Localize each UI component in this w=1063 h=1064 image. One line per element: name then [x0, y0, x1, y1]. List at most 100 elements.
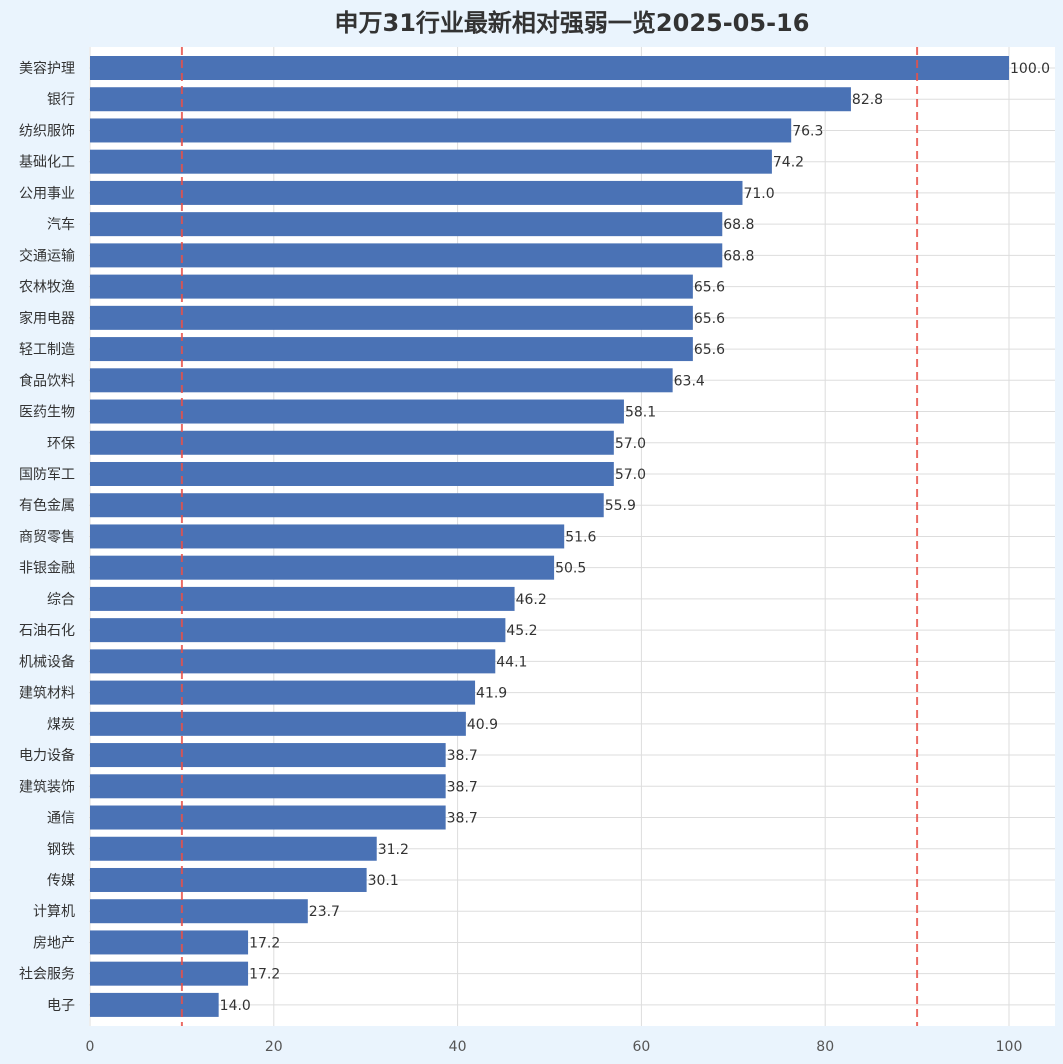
bar — [90, 680, 476, 705]
value-label: 30.1 — [368, 873, 399, 889]
category-label: 轻工制造 — [19, 342, 75, 358]
bar — [90, 586, 515, 611]
value-label: 76.3 — [792, 123, 823, 139]
value-label: 57.0 — [615, 467, 646, 483]
bar — [90, 149, 772, 174]
category-label: 有色金属 — [19, 497, 75, 514]
category-label: 计算机 — [33, 904, 75, 920]
category-label: 电力设备 — [19, 747, 75, 764]
value-label: 38.7 — [447, 748, 478, 764]
category-label: 煤炭 — [47, 717, 75, 733]
x-tick-label: 40 — [449, 1039, 467, 1055]
value-label: 58.1 — [625, 405, 656, 421]
value-label: 65.6 — [694, 280, 725, 296]
category-label: 电子 — [47, 998, 75, 1014]
bar — [90, 867, 367, 892]
value-label: 74.2 — [773, 155, 804, 171]
x-tick-label: 20 — [265, 1039, 283, 1055]
reference-lines — [180, 47, 919, 1026]
x-tick-label: 100 — [996, 1039, 1023, 1055]
category-label: 纺织服饰 — [19, 123, 75, 139]
bar — [90, 493, 604, 518]
bar — [90, 461, 614, 486]
bar — [90, 399, 624, 424]
category-label: 银行 — [47, 92, 75, 108]
category-label: 通信 — [47, 811, 75, 827]
bar — [90, 524, 565, 549]
value-label: 68.8 — [723, 217, 754, 233]
bar — [90, 368, 673, 393]
category-label: 建筑装饰 — [19, 779, 75, 795]
bar — [90, 118, 792, 143]
category-label: 美容护理 — [19, 60, 75, 77]
category-label: 农林牧渔 — [19, 280, 75, 296]
bar — [90, 430, 614, 455]
value-label: 100.0 — [1010, 61, 1050, 77]
category-label: 非银金融 — [19, 561, 75, 577]
value-label: 40.9 — [467, 717, 498, 733]
category-label: 公用事业 — [19, 186, 75, 202]
bar — [90, 774, 446, 799]
bar — [90, 743, 446, 768]
bar — [90, 899, 308, 924]
value-labels: 100.0 82.8 76.3 74.2 71.0 68.8 68.8 65.6 65.6 65.… — [220, 61, 1050, 1014]
bar — [90, 337, 693, 362]
category-label: 家用电器 — [19, 310, 75, 327]
value-label: 23.7 — [309, 904, 340, 920]
category-label: 钢铁 — [47, 842, 75, 858]
bar — [90, 555, 555, 580]
value-label: 57.0 — [615, 436, 646, 452]
bar — [90, 930, 249, 955]
value-label: 38.7 — [447, 779, 478, 795]
category-label: 汽车 — [47, 216, 75, 233]
category-label: 国防军工 — [19, 467, 75, 483]
category-label: 食品饮料 — [19, 372, 75, 389]
value-label: 55.9 — [605, 498, 636, 514]
category-label: 环保 — [47, 436, 75, 452]
value-label: 41.9 — [476, 686, 507, 702]
value-label: 17.2 — [249, 935, 280, 951]
chart-title: 申万31行业最新相对强弱一览2025-05-16 — [335, 9, 810, 37]
value-label: 65.6 — [694, 342, 725, 358]
bar — [90, 180, 743, 205]
value-label: 14.0 — [220, 998, 251, 1014]
category-label: 石油石化 — [19, 623, 75, 639]
value-label: 17.2 — [249, 967, 280, 983]
x-tick-label: 0 — [86, 1039, 95, 1055]
category-label: 机械设备 — [19, 653, 75, 670]
value-label: 68.8 — [723, 248, 754, 264]
x-axis-ticks: 0 20 40 60 80 100 — [86, 1039, 1023, 1055]
value-label: 38.7 — [447, 811, 478, 827]
bar — [90, 649, 496, 674]
value-label: 45.2 — [506, 623, 537, 639]
bar — [90, 305, 693, 330]
category-label: 医药生物 — [19, 405, 75, 421]
value-label: 71.0 — [743, 186, 774, 202]
category-label: 综合 — [47, 592, 75, 608]
bar — [90, 992, 219, 1017]
category-label: 基础化工 — [19, 154, 75, 171]
bar — [90, 56, 1009, 80]
category-label: 建筑材料 — [19, 686, 75, 702]
value-label: 63.4 — [674, 373, 705, 389]
category-labels: 美容护理银行纺织服饰基础化工公用事业汽车交通运输农林牧渔家用电器轻工制造食品饮料… — [19, 60, 75, 1014]
category-label: 房地产 — [33, 935, 75, 951]
value-label: 31.2 — [378, 842, 409, 858]
value-label: 46.2 — [516, 592, 547, 608]
bar — [90, 212, 723, 237]
bar — [90, 274, 693, 299]
bar — [90, 711, 466, 736]
value-label: 82.8 — [852, 92, 883, 108]
category-label: 交通运输 — [19, 247, 75, 264]
x-tick-label: 80 — [816, 1039, 834, 1055]
category-label: 商贸零售 — [19, 529, 75, 545]
bar — [90, 618, 506, 643]
value-label: 51.6 — [565, 529, 596, 545]
bar — [90, 87, 851, 112]
value-label: 44.1 — [496, 654, 527, 670]
category-label: 社会服务 — [19, 967, 75, 983]
bar — [90, 836, 377, 861]
category-label: 传媒 — [47, 873, 75, 889]
